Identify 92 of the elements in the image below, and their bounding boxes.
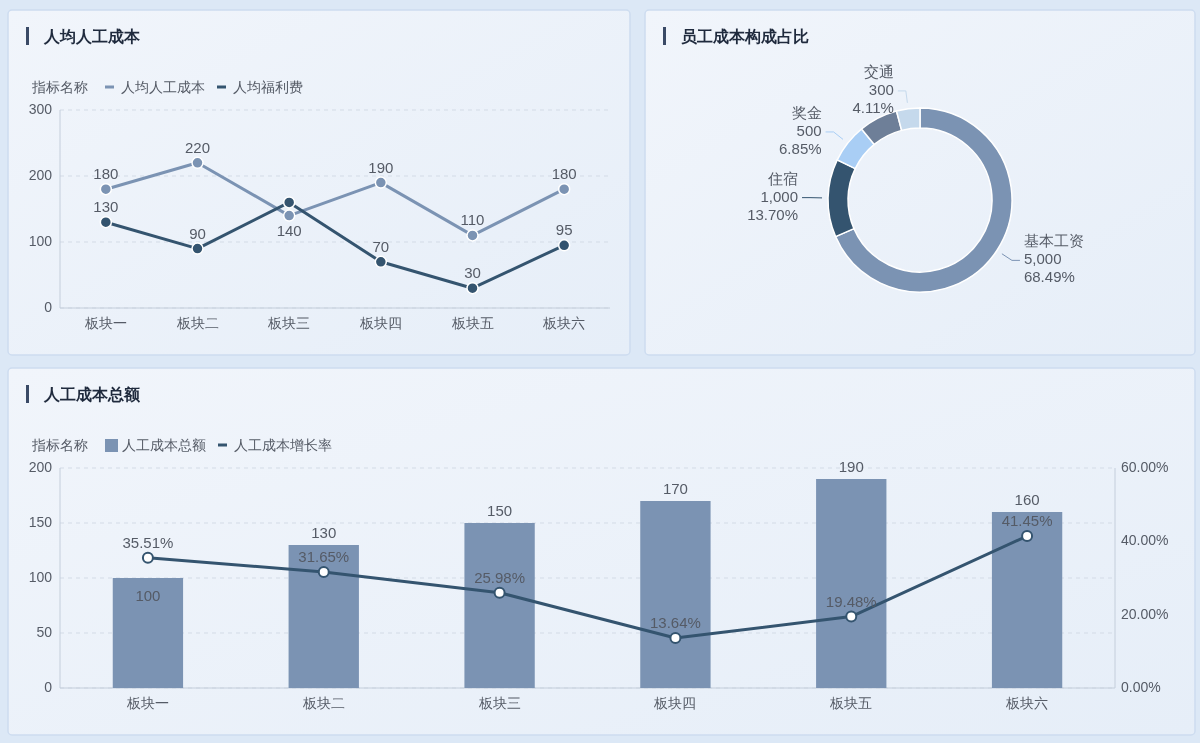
legend-item: 人均人工成本 <box>105 79 205 95</box>
y-tick-label: 150 <box>28 513 53 530</box>
data-label: 140 <box>276 221 302 239</box>
x-tick-label: 板块四 <box>653 695 697 711</box>
point <box>669 631 682 644</box>
point <box>466 229 479 242</box>
legend-title: 指标名称 <box>31 437 88 453</box>
data-label: 30 <box>464 264 481 282</box>
x-tick-label: 板块三 <box>267 315 311 331</box>
point <box>466 281 479 295</box>
bar <box>640 501 711 688</box>
legend-item: 人工成本总额 <box>105 437 206 453</box>
x-tick-label: 板块一 <box>125 695 169 711</box>
y2-tick-label: 20.00% <box>1121 605 1169 622</box>
legend-label: 人均人工成本 <box>121 79 205 95</box>
point <box>141 551 154 564</box>
data-label: 130 <box>311 524 337 541</box>
y2-tick-label: 60.00% <box>1121 458 1169 475</box>
legend-title: 指标名称 <box>31 79 88 95</box>
bar <box>991 512 1063 688</box>
x-tick-label: 板块四 <box>358 315 402 331</box>
y-tick-label: 100 <box>28 568 53 585</box>
data-label: 70 <box>372 237 390 255</box>
y-tick-label: 0 <box>44 298 53 315</box>
data-label: 35.51% <box>122 533 174 551</box>
y-tick-label: 200 <box>28 166 53 183</box>
point <box>99 215 113 229</box>
data-label: 90 <box>189 224 206 242</box>
point <box>374 255 388 269</box>
y2-tick-label: 0.00% <box>1121 678 1161 695</box>
x-tick-label: 板块一 <box>83 315 127 331</box>
y-tick-label: 100 <box>28 232 53 249</box>
point <box>99 182 113 196</box>
point <box>191 242 204 255</box>
point <box>282 209 296 222</box>
data-label: 5,000 68.49% <box>1023 250 1075 286</box>
y2-tick-label: 40.00% <box>1121 532 1169 549</box>
legend-label: 人工成本总额 <box>122 437 206 453</box>
bar <box>288 545 359 688</box>
x-tick-label: 板块五 <box>450 315 494 331</box>
legend-item: 人均福利费 <box>217 79 303 95</box>
data-label: 170 <box>662 480 688 497</box>
legend-item: 人工成本增长率 <box>218 437 332 453</box>
point <box>282 196 296 209</box>
data-label: 300 4.11% <box>852 80 894 116</box>
x-tick-label: 板块三 <box>477 695 521 711</box>
chart-title: 人均人工成本 <box>43 28 141 45</box>
point <box>1021 530 1034 543</box>
data-label: 220 <box>184 138 211 156</box>
data-label: 95 <box>555 221 573 239</box>
data-label: 13.64% <box>649 613 701 631</box>
y-tick-label: 300 <box>28 100 53 117</box>
data-label: 19.48% <box>825 592 877 610</box>
y-tick-label: 50 <box>36 623 53 640</box>
data-label: 190 <box>368 158 394 176</box>
point <box>557 239 571 252</box>
slice-label: 基本工资 <box>1023 232 1084 250</box>
y-tick-label: 0 <box>44 678 53 695</box>
data-label: 130 <box>93 198 119 216</box>
data-label: 31.65% <box>298 547 350 565</box>
chart-title: 员工成本构成占比 <box>681 28 809 45</box>
data-label: 1,000 13.70% <box>747 187 799 223</box>
x-tick-label: 板块六 <box>542 315 586 331</box>
x-tick-label: 板块六 <box>1005 695 1049 711</box>
data-label: 180 <box>551 165 577 183</box>
slice-label: 住宿 <box>767 169 799 187</box>
x-tick-label: 板块二 <box>301 695 345 711</box>
slice-label: 交通 <box>863 62 894 80</box>
data-label: 500 6.85% <box>779 121 822 157</box>
y-tick-label: 200 <box>28 458 53 475</box>
point <box>557 182 571 196</box>
bar <box>464 523 535 688</box>
bar <box>112 578 184 688</box>
data-label: 110 <box>460 211 485 229</box>
bar <box>816 479 887 688</box>
data-label: 160 <box>1014 491 1040 508</box>
data-label: 190 <box>838 458 864 475</box>
point <box>374 176 388 189</box>
legend-label: 人均福利费 <box>233 79 303 95</box>
data-label: 150 <box>487 502 513 519</box>
point <box>191 156 204 170</box>
data-label: 180 <box>93 165 119 183</box>
slice-label: 奖金 <box>791 103 822 121</box>
data-label: 41.45% <box>1001 512 1053 530</box>
data-label: 25.98% <box>474 568 526 586</box>
point <box>845 610 858 623</box>
point <box>317 565 330 578</box>
x-tick-label: 板块五 <box>829 695 873 711</box>
x-tick-label: 板块二 <box>175 315 219 331</box>
point <box>493 586 506 599</box>
chart-title: 人工成本总额 <box>43 386 141 403</box>
data-label: 100 <box>135 587 161 604</box>
